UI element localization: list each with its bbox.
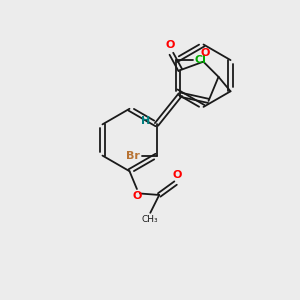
Text: O: O bbox=[200, 48, 209, 58]
Text: O: O bbox=[132, 191, 142, 201]
Text: Cl: Cl bbox=[194, 55, 206, 65]
Text: O: O bbox=[172, 170, 182, 180]
Text: H: H bbox=[141, 116, 150, 126]
Text: CH₃: CH₃ bbox=[142, 215, 159, 224]
Text: Br: Br bbox=[126, 151, 140, 160]
Text: O: O bbox=[165, 40, 175, 50]
